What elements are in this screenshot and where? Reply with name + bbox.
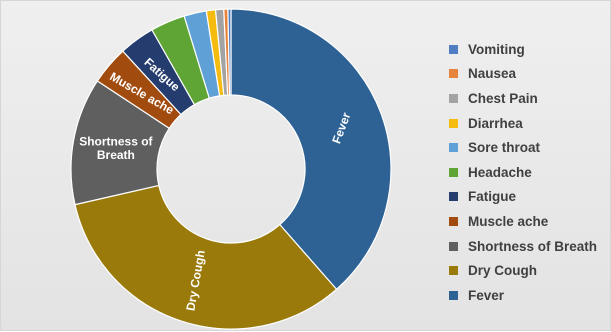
- legend-label-sore-throat: Sore throat: [468, 140, 541, 156]
- legend-label-muscle-ache: Muscle ache: [468, 213, 549, 229]
- legend-label-nausea: Nausea: [468, 66, 517, 82]
- legend-label-headache: Headache: [468, 164, 532, 180]
- legend-swatch-diarrhea: [449, 118, 458, 128]
- legend-label-shortness-of-breath: Shortness of Breath: [468, 238, 598, 254]
- legend-item-fever: Fever: [449, 283, 597, 308]
- legend-label-vomiting: Vomiting: [468, 41, 525, 57]
- legend-swatch-dry-cough: [449, 266, 458, 276]
- slice-dry-cough: [74, 184, 338, 330]
- legend-swatch-sore-throat: [449, 143, 458, 153]
- legend-item-headache: Headache: [449, 160, 597, 185]
- legend-label-chest-pain: Chest Pain: [468, 90, 538, 106]
- legend-label-diarrhea: Diarrhea: [468, 115, 523, 131]
- legend-swatch-fatigue: [449, 192, 458, 202]
- legend-item-chest-pain: Chest Pain: [449, 86, 597, 111]
- slice-fever: [230, 8, 392, 291]
- legend-item-sore-throat: Sore throat: [449, 135, 597, 160]
- legend-item-muscle-ache: Muscle ache: [449, 209, 597, 234]
- legend-label-fatigue: Fatigue: [468, 189, 517, 205]
- legend-item-diarrhea: Diarrhea: [449, 111, 597, 136]
- legend-swatch-muscle-ache: [449, 216, 458, 226]
- legend-item-fatigue: Fatigue: [449, 185, 597, 210]
- legend-swatch-shortness-of-breath: [449, 241, 458, 251]
- legend-label-fever: Fever: [468, 287, 505, 303]
- legend-label-dry-cough: Dry Cough: [468, 263, 537, 279]
- legend-swatch-fever: [449, 290, 458, 300]
- slice-label-shortness-of-breath: Shortness of Breath: [79, 134, 153, 162]
- legend-swatch-chest-pain: [449, 93, 458, 103]
- legend: Vomiting Nausea Chest Pain Diarrhea Sore thr…: [449, 37, 597, 308]
- legend-item-shortness-of-breath: Shortness of Breath: [449, 234, 597, 259]
- legend-swatch-headache: [449, 167, 458, 177]
- legend-swatch-vomiting: [449, 44, 458, 54]
- slice-vomiting: [227, 8, 232, 96]
- legend-swatch-nausea: [449, 69, 458, 79]
- legend-item-dry-cough: Dry Cough: [449, 258, 597, 283]
- legend-item-nausea: Nausea: [449, 62, 597, 87]
- legend-item-vomiting: Vomiting: [449, 37, 597, 62]
